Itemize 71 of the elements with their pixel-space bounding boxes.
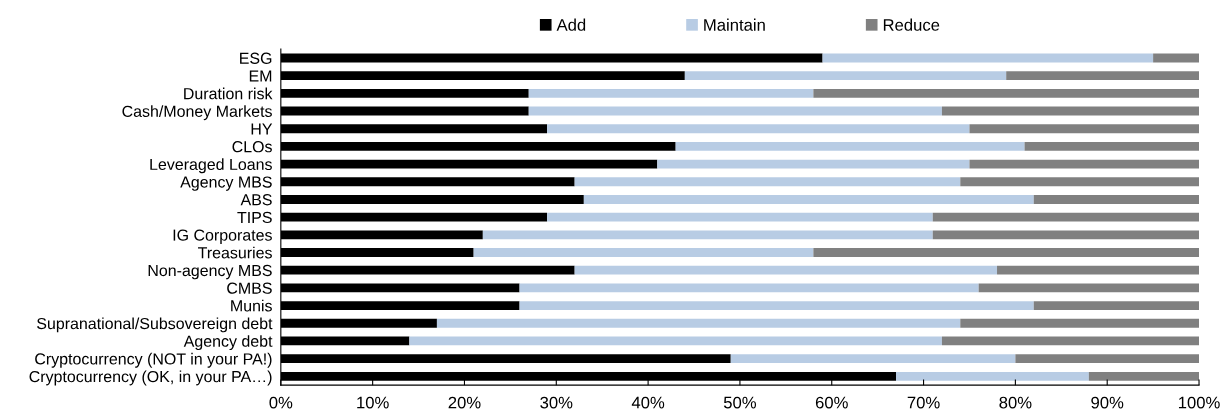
bar [960,177,1200,187]
y-tick-label: Treasuries [198,246,272,259]
bar [684,71,1007,81]
y-tick-label: Cash/Money Markets [122,105,272,121]
y-tick-label: CLOs [232,141,272,153]
bar [813,88,1200,98]
x-tick-label: 0% [269,396,293,409]
bar [574,265,998,275]
bar [896,371,1089,381]
bar [1153,53,1200,63]
bar [969,159,1200,169]
y-tick-label: Agency debt [183,335,273,351]
bar [547,124,970,134]
bar [473,248,814,257]
y-tick-label: EM [249,70,272,82]
y-tick-label: TIPS [237,211,272,224]
x-tick-label: 80% [999,396,1032,409]
bar [519,283,979,293]
x-tick-label: 10% [357,396,389,409]
bar [1088,371,1200,381]
legend-label: Add [556,18,586,31]
bar [528,88,814,98]
x-tick-label: 70% [907,396,940,409]
y-tick-label: Agency MBS [180,176,272,191]
bar [528,106,942,116]
x-tick-label: 60% [815,396,848,409]
bar [1033,301,1200,310]
legend-label: Maintain [704,18,765,31]
bar [960,318,1200,328]
x-tick-label: 50% [723,396,757,409]
y-tick-label: Non-agency MBS [148,264,272,280]
y-tick-label: Leveraged Loans [150,158,272,174]
bar [932,230,1200,240]
bar [583,195,1034,204]
bar [482,230,933,240]
y-tick-label: CMBS [227,282,272,294]
bar [730,354,1016,364]
bar [822,53,1154,63]
y-tick-label: ESG [240,52,272,64]
bar [547,212,933,222]
bar [932,212,1200,222]
bar [574,177,961,187]
y-tick-label: ABS [240,194,272,206]
bar [941,336,1200,346]
bar [409,336,942,346]
bar [813,248,1200,257]
x-tick-label: 40% [631,396,665,409]
y-tick-label: Supranational/Subsovereign debt [37,317,273,333]
bar [1015,354,1200,364]
legend-label: Reduce [883,18,940,31]
y-tick-label: Cryptocurrency (OK, in your PA…) [29,370,272,386]
bar [519,301,1034,310]
bar [675,141,1025,151]
x-tick-label: 100% [1178,396,1220,409]
y-tick-label: HY [251,123,273,135]
bar [997,265,1200,275]
bar [1006,71,1200,81]
bar [941,106,1200,116]
bar [1024,141,1200,151]
x-tick-label: 30% [540,396,573,409]
bar [657,159,970,169]
y-tick-label: Cryptocurrency (NOT in your PA!) [35,352,272,368]
x-tick-label: 20% [448,396,481,409]
y-tick-label: IG Corporates [173,229,272,244]
bar [978,283,1200,293]
x-tick-label: 90% [1091,396,1124,409]
bar [1033,195,1200,204]
bar [436,318,961,328]
bar [969,124,1200,134]
y-tick-label: Duration risk [184,87,273,100]
y-tick-label: Munis [231,299,272,312]
